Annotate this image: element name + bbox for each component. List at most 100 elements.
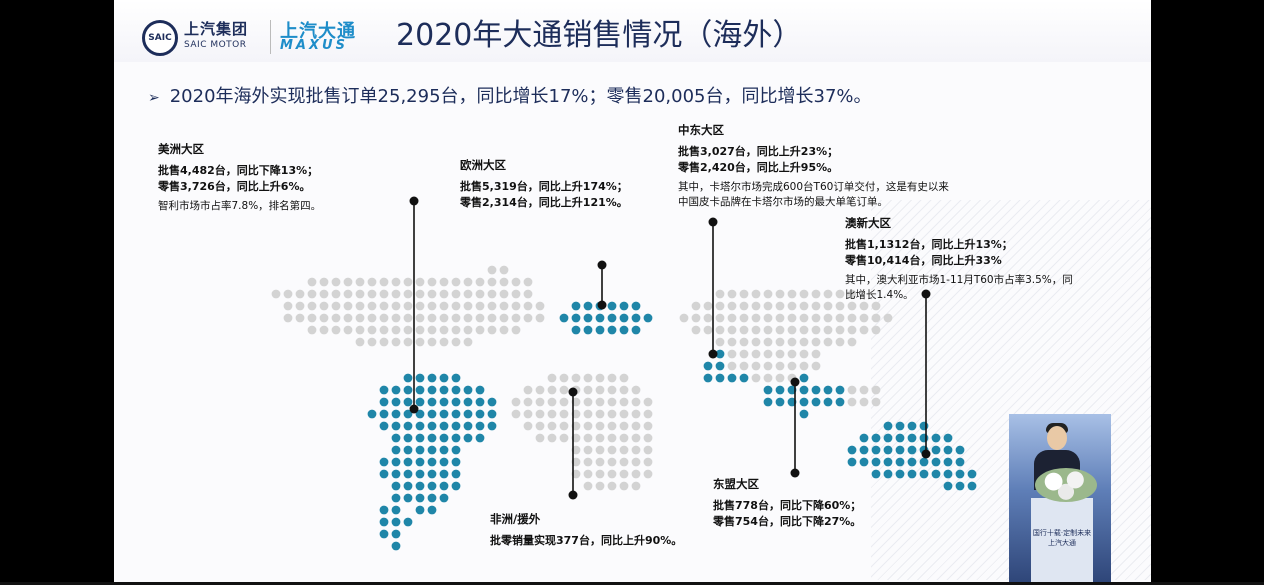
region-europe: 欧洲大区 批售5,319台，同比上升174%； 零售2,314台，同比上升121…: [460, 157, 628, 211]
map-dot: [331, 325, 341, 335]
map-dot: [379, 505, 389, 515]
map-dot: [475, 421, 485, 431]
map-dot: [547, 397, 557, 407]
map-dot: [859, 313, 869, 323]
map-dot: [427, 457, 437, 467]
saic-brand-en: SAIC MOTOR: [184, 40, 247, 50]
region-wholesale: 批售5,319台，同比上升174%；: [460, 180, 628, 193]
map-dot: [511, 397, 521, 407]
map-dot: [439, 493, 449, 503]
map-dot: [439, 325, 449, 335]
region-retail: 零售754台，同比下降27%。: [713, 515, 862, 528]
map-dot: [931, 433, 941, 443]
pin-middle-east-dot: [708, 217, 718, 227]
map-dot: [391, 397, 401, 407]
map-dot: [463, 277, 473, 287]
map-dot: [451, 421, 461, 431]
map-dot: [607, 397, 617, 407]
map-dot: [859, 325, 869, 335]
map-dot: [571, 301, 581, 311]
map-dot: [607, 421, 617, 431]
map-dot: [391, 421, 401, 431]
map-dot: [775, 301, 785, 311]
map-dot: [799, 337, 809, 347]
map-dot: [955, 469, 965, 479]
map-dot: [583, 397, 593, 407]
map-dot: [967, 469, 977, 479]
map-dot: [607, 481, 617, 491]
map-dot: [439, 385, 449, 395]
map-dot: [403, 385, 413, 395]
map-dot: [811, 397, 821, 407]
region-retail: 零售2,314台，同比上升121%。: [460, 196, 628, 209]
map-dot: [871, 301, 881, 311]
map-dot: [403, 313, 413, 323]
map-dot: [583, 457, 593, 467]
map-dot: [619, 421, 629, 431]
map-dot: [571, 373, 581, 383]
map-dot: [775, 385, 785, 395]
map-dot: [679, 313, 689, 323]
map-dot: [379, 421, 389, 431]
map-dot: [919, 469, 929, 479]
bullet-arrow-icon: ➢: [148, 90, 160, 106]
map-dot: [583, 313, 593, 323]
map-dot: [811, 313, 821, 323]
map-dot: [727, 325, 737, 335]
map-dot: [403, 421, 413, 431]
map-dot: [703, 361, 713, 371]
map-dot: [451, 301, 461, 311]
map-dot: [799, 313, 809, 323]
map-dot: [619, 469, 629, 479]
map-dot: [391, 301, 401, 311]
speaker-head: [1047, 426, 1067, 450]
map-dot: [835, 313, 845, 323]
map-dot: [499, 277, 509, 287]
map-dot: [403, 325, 413, 335]
map-dot: [895, 421, 905, 431]
map-dot: [607, 445, 617, 455]
map-dot: [439, 277, 449, 287]
slide-title: 2020年大通销售情况（海外）: [396, 18, 803, 53]
map-dot: [475, 409, 485, 419]
map-dot: [715, 337, 725, 347]
map-dot: [607, 457, 617, 467]
map-dot: [631, 469, 641, 479]
map-dot: [535, 385, 545, 395]
map-dot: [607, 433, 617, 443]
map-dot: [787, 289, 797, 299]
map-dot: [331, 277, 341, 287]
map-dot: [739, 289, 749, 299]
map-dot: [799, 373, 809, 383]
map-dot: [631, 325, 641, 335]
map-dot: [439, 409, 449, 419]
map-dot: [703, 373, 713, 383]
map-dot: [739, 349, 749, 359]
map-dot: [595, 409, 605, 419]
region-name: 东盟大区: [713, 477, 759, 491]
map-dot: [859, 397, 869, 407]
pin-africa-dot: [568, 387, 578, 397]
map-dot: [595, 325, 605, 335]
map-dot: [415, 385, 425, 395]
map-dot: [475, 397, 485, 407]
map-dot: [463, 433, 473, 443]
map-dot: [943, 469, 953, 479]
map-dot: [607, 301, 617, 311]
map-dot: [631, 433, 641, 443]
map-dot: [427, 325, 437, 335]
map-dot: [343, 325, 353, 335]
map-dot: [823, 337, 833, 347]
map-dot: [607, 325, 617, 335]
map-dot: [427, 421, 437, 431]
map-dot: [895, 469, 905, 479]
map-dot: [919, 457, 929, 467]
map-dot: [751, 337, 761, 347]
region-retail: 零售10,414台，同比上升33%: [845, 254, 1002, 267]
map-dot: [619, 409, 629, 419]
map-dot: [631, 421, 641, 431]
map-dot: [403, 409, 413, 419]
map-dot: [511, 409, 521, 419]
map-dot: [643, 445, 653, 455]
map-dot: [415, 481, 425, 491]
